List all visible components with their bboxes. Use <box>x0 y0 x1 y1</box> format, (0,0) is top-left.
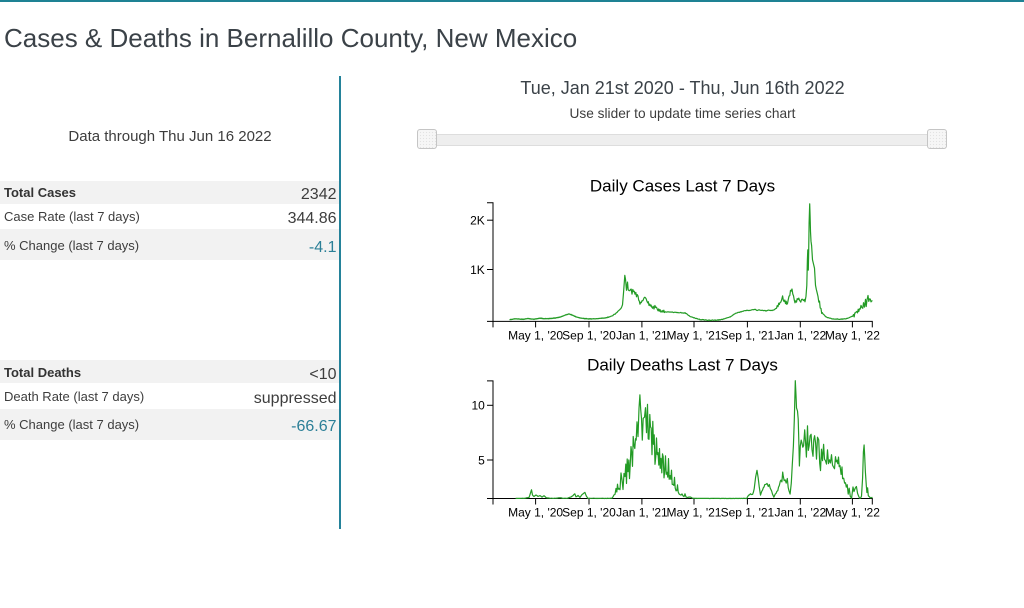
svg-text:May 1, '21: May 1, '21 <box>667 328 722 342</box>
svg-text:May 1, '20: May 1, '20 <box>508 505 563 519</box>
svg-text:Jan 1, '21: Jan 1, '21 <box>616 328 668 342</box>
svg-text:Sep 1, '20: Sep 1, '20 <box>562 505 616 519</box>
svg-text:Jan 1, '21: Jan 1, '21 <box>616 505 668 519</box>
svg-text:Daily Deaths Last 7 Days: Daily Deaths Last 7 Days <box>587 356 778 375</box>
svg-text:May 1, '21: May 1, '21 <box>667 505 722 519</box>
svg-text:Sep 1, '20: Sep 1, '20 <box>562 328 616 342</box>
svg-text:Daily Cases Last 7 Days: Daily Cases Last 7 Days <box>590 177 775 196</box>
svg-text:Sep 1, '21: Sep 1, '21 <box>721 505 775 519</box>
svg-text:May 1, '22: May 1, '22 <box>825 505 880 519</box>
svg-text:2K: 2K <box>470 214 485 228</box>
svg-text:Jan 1, '22: Jan 1, '22 <box>774 328 826 342</box>
svg-text:May 1, '22: May 1, '22 <box>825 328 880 342</box>
svg-text:Sep 1, '21: Sep 1, '21 <box>721 328 775 342</box>
svg-text:May 1, '20: May 1, '20 <box>508 328 563 342</box>
svg-text:10: 10 <box>471 399 485 413</box>
svg-text:Jan 1, '22: Jan 1, '22 <box>774 505 826 519</box>
svg-text:5: 5 <box>478 453 485 467</box>
svg-text:1K: 1K <box>470 263 485 277</box>
